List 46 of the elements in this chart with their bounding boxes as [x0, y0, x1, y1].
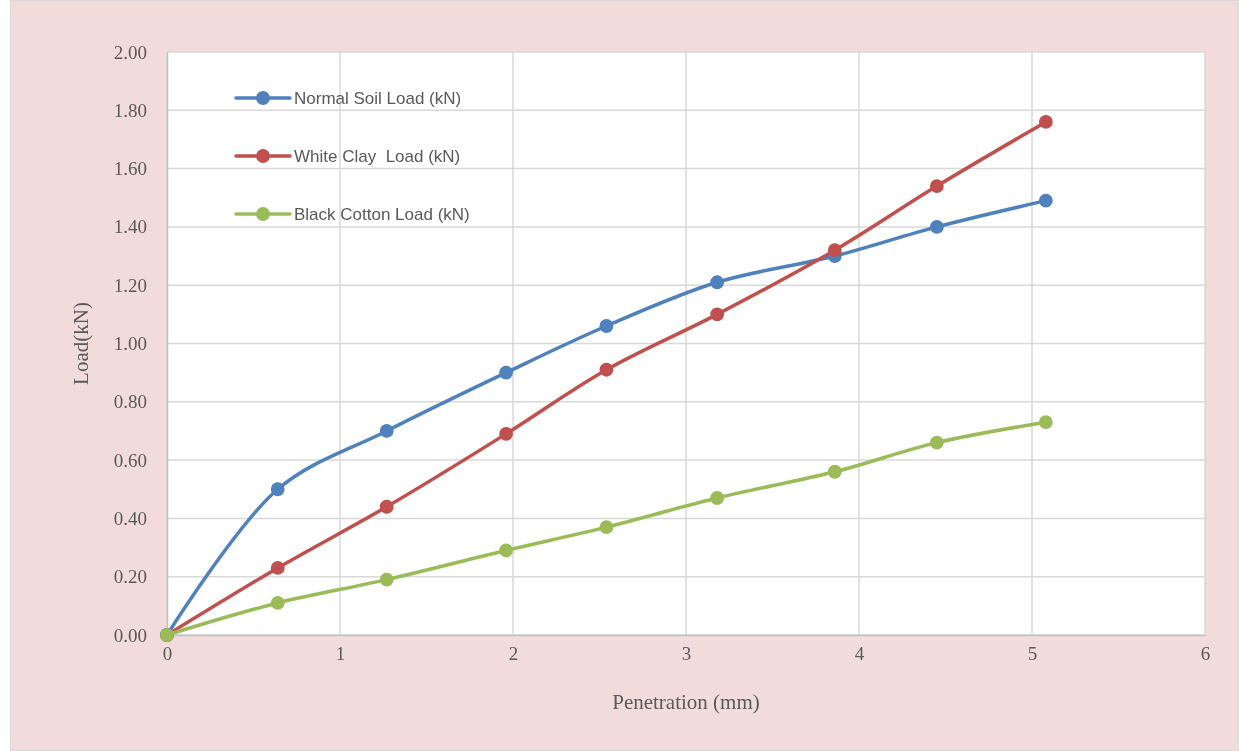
y-tick-label: 0.00: [113, 624, 147, 646]
point: [499, 426, 513, 441]
y-axis-title: Load(kN): [69, 302, 93, 385]
x-tick-label: 1: [335, 643, 346, 665]
point: [929, 220, 944, 234]
x-axis-title: Penetration (mm): [612, 690, 760, 714]
point: [270, 482, 285, 497]
point: [1038, 193, 1053, 208]
point: [710, 307, 725, 322]
point: [827, 243, 842, 258]
legend-label: White Clay Load (kN): [294, 146, 461, 166]
point: [379, 424, 394, 438]
point: [379, 572, 394, 587]
x-tick-label: 4: [854, 643, 865, 665]
x-tick-label: 6: [1200, 643, 1211, 665]
x-tick-label: 3: [681, 643, 692, 665]
y-tick-label: 1.60: [113, 158, 147, 180]
x-tick-label: 5: [1027, 643, 1038, 665]
x-tick-label: 0: [162, 643, 173, 665]
point: [1038, 415, 1053, 430]
point: [1038, 115, 1053, 129]
y-tick-label: 0.40: [113, 507, 147, 529]
y-tick-label: 1.40: [113, 216, 147, 238]
point: [710, 275, 725, 290]
point: [270, 596, 285, 610]
point: [710, 491, 725, 505]
legend-label: Black Cotton Load (kN): [294, 204, 470, 224]
point: [929, 179, 944, 193]
point: [599, 319, 614, 333]
y-tick-label: 0.20: [113, 566, 147, 588]
point: [499, 543, 513, 558]
y-tick-label: 1.00: [113, 333, 147, 355]
legend-label: Normal Soil Load (kN): [294, 88, 462, 108]
point: [599, 362, 614, 377]
y-tick-label: 0.80: [113, 391, 147, 413]
y-tick-label: 1.80: [113, 99, 147, 121]
point: [929, 435, 944, 450]
y-tick-label: 2.00: [113, 41, 147, 63]
y-tick-label: 1.20: [113, 274, 147, 296]
point: [270, 561, 285, 575]
y-tick-label: 0.60: [113, 449, 147, 471]
x-tick-label: 2: [508, 643, 519, 665]
point: [827, 464, 842, 479]
point: [379, 499, 394, 514]
point: [499, 365, 513, 380]
point: [599, 520, 614, 535]
